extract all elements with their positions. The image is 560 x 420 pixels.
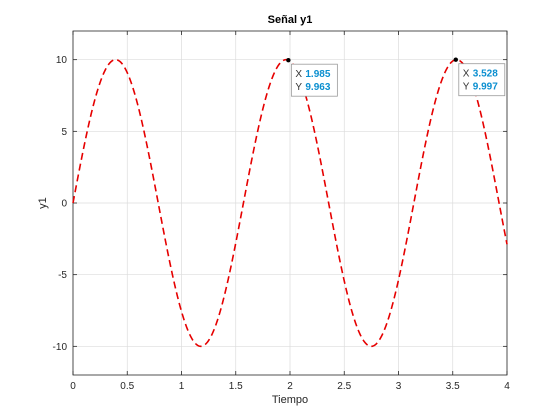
y-axis-label: y1 <box>37 197 49 209</box>
y-tick-label: -10 <box>53 342 68 353</box>
datatip-x-value: 3.528 <box>473 69 498 80</box>
y-tick-label: -5 <box>58 270 67 281</box>
ticks: 0 0.5 1 1.5 2 2.5 3 3.5 4 -10 -5 0 5 10 <box>53 31 510 392</box>
grid <box>72 31 508 375</box>
datatip-box <box>290 63 338 97</box>
datatip-marker <box>286 57 291 63</box>
x-tick-label: 0 <box>70 381 76 392</box>
y-tick-label: 10 <box>56 55 68 66</box>
y-tick-label: 0 <box>61 199 67 210</box>
x-tick-label: 4 <box>504 381 510 392</box>
x-tick-label: 3.5 <box>446 381 460 392</box>
x-tick-label: 1 <box>179 381 185 392</box>
series-line-0 <box>72 58 508 348</box>
datatip-y-label: Y <box>463 82 470 93</box>
chart-title: Señal y1 <box>268 14 313 26</box>
x-tick-label: 2.5 <box>337 381 351 392</box>
series-layer <box>72 58 508 348</box>
datatip-y-label: Y <box>295 82 302 93</box>
datatip-x-label: X <box>463 69 470 80</box>
datatip-x-label: X <box>295 69 302 80</box>
y-tick-label: 5 <box>61 127 67 138</box>
x-tick-label: 0.5 <box>120 381 134 392</box>
x-tick-label: 2 <box>287 381 293 392</box>
x-tick-label: 1.5 <box>229 381 243 392</box>
x-axis-label: Tiempo <box>272 394 308 406</box>
datatip-x-value: 1.985 <box>305 69 330 80</box>
datatip-marker <box>453 57 458 62</box>
datatip-box <box>458 63 506 97</box>
datatip-y-value: 9.963 <box>305 82 330 93</box>
x-tick-label: 3 <box>396 381 402 392</box>
datatip-y-value: 9.997 <box>473 82 498 93</box>
